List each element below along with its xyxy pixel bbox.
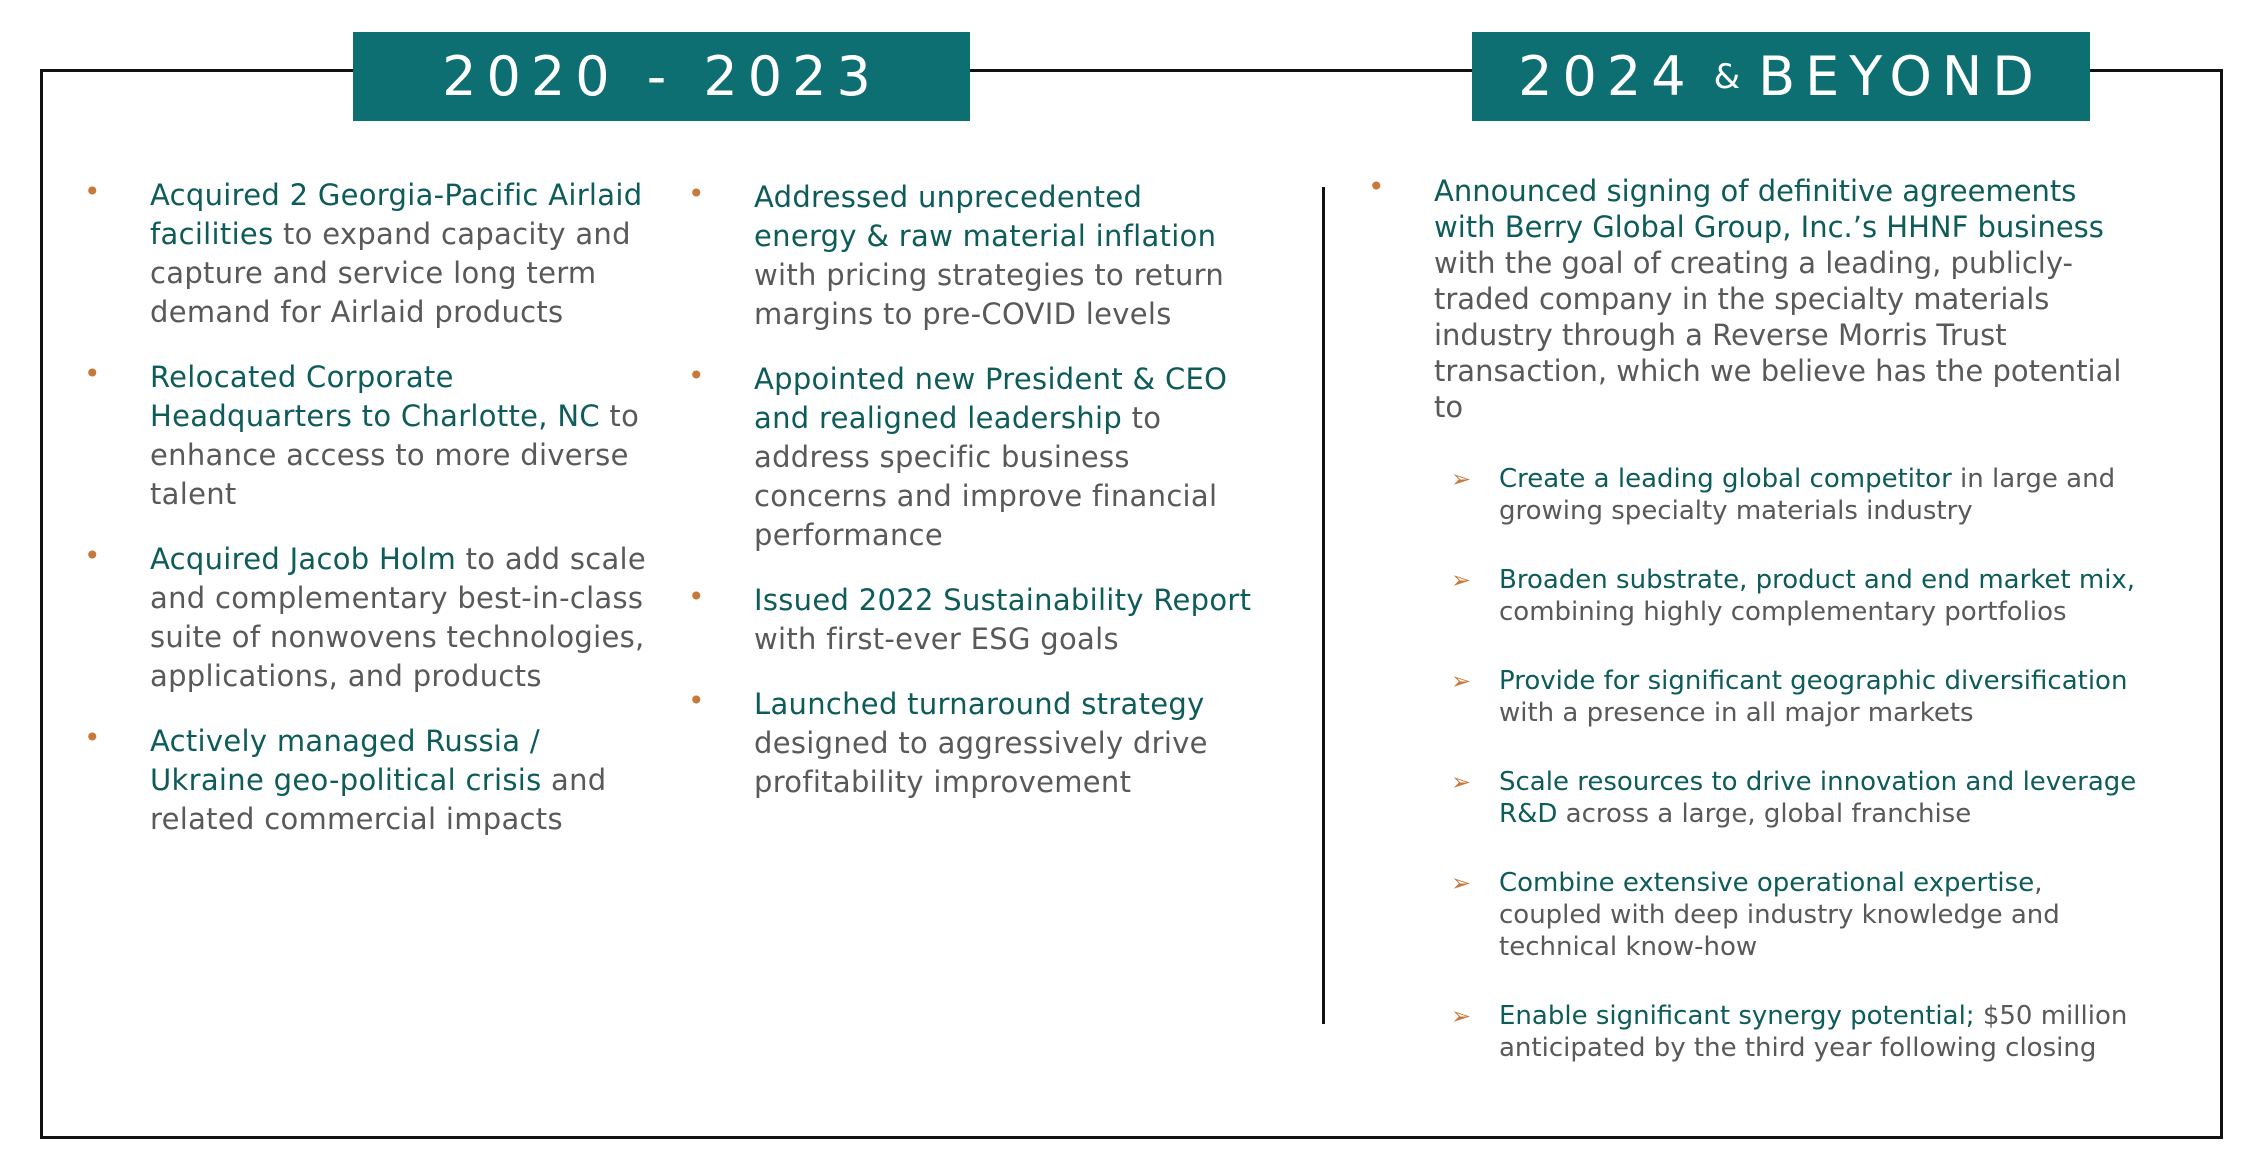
list-item: • Acquired 2 Georgia-Pacific Airlaid faci… [84, 175, 650, 332]
item-highlight: Launched turnaround strategy [754, 687, 1205, 721]
bullet-marker: ➢ [1451, 869, 1472, 897]
column: • Addressed unprecedented energy & raw ma… [688, 177, 1254, 828]
item-text: combining highly complementary portfolio… [1499, 597, 2067, 627]
item-text: across a large, global franchise [1557, 799, 1972, 829]
item-highlight: Create a leading global competitor [1499, 464, 1952, 494]
period-header: 2024 & BEYOND [1472, 32, 2090, 121]
bullet-marker: ➢ [1451, 566, 1472, 594]
header-text: 2024 [1518, 45, 1696, 108]
header-text: & [1713, 56, 1741, 97]
item-highlight: Scale resources to drive innovation and … [1499, 767, 2137, 829]
item-text: to add scale and complementary best-in-c… [150, 542, 647, 693]
item-highlight: Announced signing of definitive agreemen… [1434, 174, 2104, 244]
bullet-marker: ➢ [1451, 465, 1472, 493]
bullet-marker: • [84, 357, 101, 390]
bullet-marker: • [84, 175, 101, 208]
list-item: • Launched turnaround strategy designed t… [688, 684, 1254, 802]
item-text: $50 million anticipated by the third yea… [1499, 1001, 2128, 1063]
list-item: • Announced signing of definitive agreeme… [1368, 170, 2134, 425]
item-highlight: Appointed new President & CEO and realig… [754, 362, 1228, 435]
list-item: ➢ Broaden substrate, product and end mark… [1451, 564, 2139, 628]
item-text: and related commercial impacts [150, 763, 607, 836]
item-text: , coupled with deep industry knowledge a… [1499, 868, 2060, 962]
list-item: ➢ Scale resources to drive innovation and… [1451, 766, 2139, 830]
bullet-marker: • [688, 580, 705, 613]
frame [40, 69, 2223, 1139]
bullet-marker: • [688, 684, 705, 717]
item-text: designed to aggressively drive profitabi… [754, 726, 1208, 799]
item-text: with a presence in all major markets [1499, 698, 1974, 728]
divider [1322, 187, 1325, 1024]
list-item: ➢ Provide for significant geographic dive… [1451, 665, 2139, 729]
item-highlight: Combine extensive operational expertise [1499, 868, 2035, 898]
main-item-wrap: • Announced signing of definitive agreeme… [1368, 170, 2134, 425]
list-item: ➢ Combine extensive operational expertise… [1451, 867, 2139, 963]
column: • Announced signing of definitive agreeme… [1368, 170, 2136, 1101]
bullet-marker: • [688, 359, 705, 392]
bullet-marker: ➢ [1451, 1002, 1472, 1030]
item-text: to enhance access to more diverse talent [150, 399, 640, 511]
item-text: in large and growing specialty materials… [1499, 464, 2116, 526]
bullet-marker: • [688, 177, 705, 210]
item-highlight: Issued 2022 Sustainability Report [754, 583, 1252, 617]
item-highlight: Broaden substrate, product and end marke… [1499, 565, 2136, 595]
item-text: with first-ever ESG goals [754, 622, 1119, 656]
list-item: • Addressed unprecedented energy & raw ma… [688, 177, 1254, 334]
bullet-marker: • [1368, 170, 1385, 203]
item-highlight: Addressed unprecedented energy & raw mat… [754, 180, 1217, 253]
list-item: ➢ Create a leading global competitor in l… [1451, 463, 2139, 527]
period-header: 2020 - 2023 [353, 32, 970, 121]
item-highlight: Relocated Corporate Headquarters to Char… [150, 360, 600, 433]
list-item: • Acquired Jacob Holm to add scale and co… [84, 539, 650, 696]
bullet-marker: • [84, 721, 101, 754]
list-item: • Issued 2022 Sustainability Report with … [688, 580, 1254, 659]
item-text: to address specific business concerns an… [754, 401, 1218, 552]
bullet-marker: • [84, 539, 101, 572]
list-item: • Relocated Corporate Headquarters to Cha… [84, 357, 650, 514]
item-highlight: Provide for significant geographic diver… [1499, 666, 2128, 696]
item-highlight: Acquired Jacob Holm [150, 542, 457, 576]
bullet-marker: ➢ [1451, 667, 1472, 695]
item-text: with the goal of creating a leading, pub… [1434, 246, 2122, 424]
item-text: to expand capacity and capture and servi… [150, 217, 631, 329]
item-highlight: Acquired 2 Georgia-Pacific Airlaid facil… [150, 178, 643, 251]
column: • Acquired 2 Georgia-Pacific Airlaid faci… [84, 175, 650, 865]
list-item: • Appointed new President & CEO and reali… [688, 359, 1254, 555]
list-item: • Actively managed Russia / Ukraine geo-p… [84, 721, 650, 839]
bullet-marker: ➢ [1451, 768, 1472, 796]
list-item: ➢ Enable significant synergy potential; $… [1451, 1000, 2139, 1064]
sub-list: ➢ Create a leading global competitor in l… [1451, 463, 2139, 1064]
header-text: BEYOND [1758, 45, 2044, 108]
item-text: with pricing strategies to return margin… [754, 258, 1225, 331]
header-text: 2020 - 2023 [442, 45, 881, 108]
item-highlight: Enable significant synergy potential; [1499, 1001, 1975, 1031]
item-highlight: Actively managed Russia / Ukraine geo-po… [150, 724, 542, 797]
